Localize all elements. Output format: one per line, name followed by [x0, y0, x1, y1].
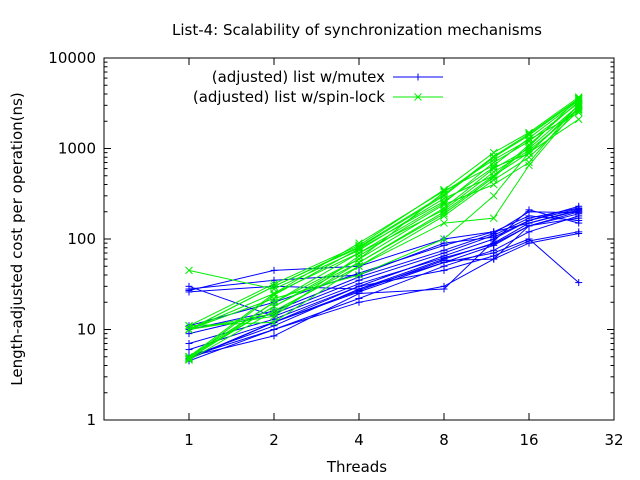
data-point — [185, 354, 193, 363]
legend-label: (adjusted) list w/spin-lock — [193, 88, 385, 106]
data-point — [440, 266, 448, 274]
legend-marker — [414, 73, 422, 81]
x-tick-label: 16 — [519, 431, 538, 449]
data-point — [355, 298, 363, 306]
x-tick-label: 8 — [439, 431, 449, 449]
data-point — [185, 325, 193, 334]
data-point — [355, 242, 363, 251]
legend-label: (adjusted) list w/mutex — [212, 68, 385, 86]
data-point — [489, 152, 498, 161]
data-point — [490, 255, 498, 263]
series-spin-lock — [185, 93, 583, 364]
ticks-layer: 1 2 4 8 16 32 1 10 100 1000 10000 — [48, 49, 623, 449]
data-point — [355, 255, 363, 263]
data-point — [440, 188, 448, 196]
data-point — [490, 228, 498, 236]
data-point — [355, 252, 363, 260]
series-layer — [185, 93, 583, 365]
data-point — [574, 94, 583, 103]
data-point — [440, 256, 448, 264]
y-tick-label: 1 — [86, 411, 96, 429]
data-point — [270, 291, 278, 299]
data-point — [525, 222, 533, 230]
data-point — [525, 228, 533, 236]
data-point — [489, 163, 498, 172]
data-point — [525, 158, 533, 167]
data-point — [575, 214, 583, 222]
data-point — [185, 286, 193, 294]
data-point — [525, 148, 533, 157]
x-axis-label: Threads — [326, 458, 387, 476]
data-point — [489, 161, 498, 170]
series-mutex — [185, 202, 583, 365]
data-point — [355, 271, 363, 279]
data-point — [440, 219, 448, 227]
x-tick-label: 32 — [604, 431, 623, 449]
data-point — [270, 266, 278, 274]
data-point — [270, 326, 278, 333]
data-point — [525, 212, 533, 220]
x-tick-label: 4 — [354, 431, 364, 449]
y-axis-label: Length-adjusted cost per operation(ns) — [8, 92, 26, 385]
data-point — [525, 130, 533, 138]
data-point — [525, 161, 533, 170]
data-point — [185, 340, 193, 348]
data-point — [355, 282, 363, 290]
data-point — [525, 237, 533, 245]
data-point — [440, 197, 448, 206]
data-point — [355, 244, 363, 253]
data-point — [270, 318, 278, 327]
data-point — [574, 101, 583, 110]
y-tick-label: 10000 — [48, 49, 96, 67]
legend-marker — [414, 93, 422, 101]
data-point — [489, 191, 498, 200]
data-point — [270, 282, 278, 291]
data-point — [489, 173, 498, 182]
data-point — [440, 235, 448, 243]
data-point — [575, 205, 583, 213]
data-point — [270, 302, 278, 311]
data-point — [270, 276, 278, 284]
data-point — [440, 282, 448, 290]
data-point — [574, 115, 583, 124]
x-tick-label: 1 — [184, 431, 194, 449]
data-point — [574, 102, 583, 111]
data-point — [525, 142, 533, 151]
y-tick-label: 100 — [67, 230, 96, 248]
data-point — [270, 289, 278, 298]
data-point — [270, 332, 278, 340]
data-point — [440, 209, 448, 218]
data-point — [489, 214, 498, 222]
legend: (adjusted) list w/mutex (adjusted) list w… — [193, 68, 443, 106]
data-point — [185, 266, 193, 275]
data-point — [575, 279, 583, 287]
data-point — [185, 346, 193, 354]
data-point — [489, 180, 498, 189]
data-point — [525, 135, 533, 144]
data-point — [440, 190, 448, 199]
data-point — [440, 212, 448, 220]
x-tick-label: 2 — [269, 431, 279, 449]
data-point — [575, 228, 583, 236]
data-point — [525, 149, 533, 158]
y-tick-label: 1000 — [58, 140, 96, 158]
data-point — [185, 352, 193, 361]
chart-title: List-4: Scalability of synchronization m… — [172, 21, 542, 39]
data-point — [525, 206, 533, 214]
data-point — [490, 237, 498, 245]
data-point — [270, 309, 278, 318]
data-point — [574, 108, 583, 117]
y-tick-label: 10 — [77, 321, 96, 339]
